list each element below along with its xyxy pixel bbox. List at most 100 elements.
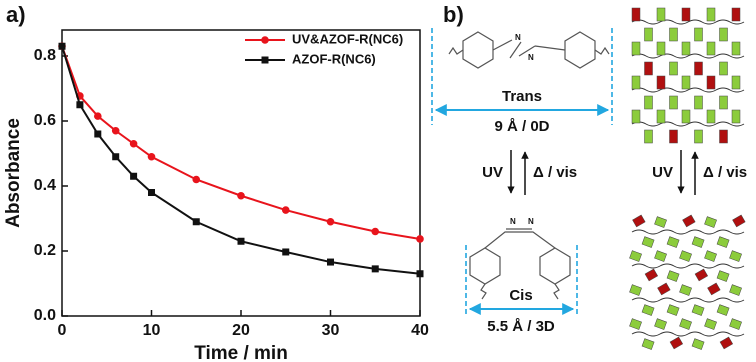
data-point (281, 206, 290, 214)
green-unit (631, 41, 641, 56)
green-unit (666, 304, 680, 316)
y-tick-label: 0.0 (34, 307, 56, 324)
green-unit (716, 236, 730, 248)
green-unit (656, 41, 666, 56)
red-unit (694, 268, 709, 282)
polymer-chain (631, 53, 745, 59)
green-unit (691, 338, 705, 350)
data-point (130, 172, 138, 180)
forward-label: UV (652, 164, 673, 181)
polymer-chain (631, 121, 745, 127)
red-unit (732, 214, 746, 228)
panel-label: b) (443, 2, 464, 27)
green-unit (679, 318, 692, 330)
green-unit (704, 250, 717, 262)
series-line (61, 45, 421, 240)
green-unit (719, 27, 728, 42)
red-unit (719, 129, 728, 144)
plot-frame (61, 29, 421, 317)
trans-label: Trans (502, 88, 542, 105)
y-tick-label: 0.6 (34, 112, 56, 129)
green-unit (631, 109, 641, 124)
green-unit (704, 216, 717, 228)
red-unit (719, 336, 734, 350)
green-unit (691, 304, 705, 316)
red-unit (682, 214, 696, 228)
green-unit (719, 95, 728, 110)
green-unit (706, 7, 716, 22)
data-point (326, 217, 335, 226)
green-unit (729, 250, 742, 262)
green-unit (719, 61, 728, 76)
green-unit (644, 95, 653, 110)
backward-label: Δ / vis (533, 164, 577, 181)
green-unit (716, 270, 730, 282)
legend-marker (261, 36, 269, 44)
legend-label: UV&AZOF-R(NC6) (292, 31, 403, 46)
panel-label: a) (6, 2, 26, 27)
green-unit (669, 95, 678, 110)
green-unit (691, 236, 705, 248)
green-unit (654, 250, 667, 262)
green-unit (669, 61, 678, 76)
y-tick-label: 0.2 (34, 242, 56, 259)
green-unit (731, 41, 741, 56)
green-unit (629, 318, 642, 330)
green-unit (681, 41, 691, 56)
red-unit (644, 61, 653, 76)
red-unit (681, 7, 691, 22)
data-point (192, 218, 200, 226)
green-unit (654, 216, 667, 228)
green-unit (681, 75, 691, 90)
red-unit (657, 282, 671, 296)
green-unit (631, 75, 641, 90)
red-unit (707, 282, 721, 296)
green-unit (666, 270, 680, 282)
red-unit (731, 7, 741, 22)
green-unit (641, 338, 655, 350)
forward-label: UV (482, 164, 503, 181)
green-unit (656, 109, 666, 124)
red-unit (669, 129, 678, 144)
data-point (58, 42, 66, 50)
film-illustrations (629, 7, 746, 350)
legend-label: AZOF-R(NC6) (292, 51, 376, 66)
data-point (112, 153, 120, 161)
x-tick-label: 40 (411, 322, 429, 339)
data-point (416, 270, 424, 278)
green-unit (681, 109, 691, 124)
green-unit (731, 75, 741, 90)
red-unit (644, 268, 659, 282)
green-unit (641, 236, 655, 248)
data-point (147, 152, 156, 161)
data-point (371, 265, 379, 273)
atom: N (528, 217, 534, 226)
polymer-chain (631, 19, 745, 25)
polymer-chain (631, 229, 745, 235)
green-unit (666, 236, 680, 248)
green-unit (716, 304, 730, 316)
x-tick-label: 30 (322, 322, 340, 339)
polymer-chain (631, 297, 745, 303)
green-unit (694, 27, 703, 42)
data-point (192, 175, 201, 184)
x-tick-label: 10 (143, 322, 161, 339)
green-unit (679, 250, 692, 262)
red-unit (706, 75, 716, 90)
red-unit (632, 214, 646, 228)
green-unit (729, 318, 742, 330)
green-unit (729, 284, 742, 296)
green-unit (654, 318, 667, 330)
green-unit (656, 7, 666, 22)
data-point (327, 258, 334, 266)
atom: N (528, 53, 534, 62)
red-unit (669, 336, 684, 350)
green-unit (644, 129, 653, 144)
data-point (76, 101, 84, 109)
backward-label: Δ / vis (703, 164, 747, 181)
green-unit (641, 304, 655, 316)
cis-label: Cis (509, 287, 532, 304)
red-unit (656, 75, 666, 90)
green-unit (694, 129, 703, 144)
